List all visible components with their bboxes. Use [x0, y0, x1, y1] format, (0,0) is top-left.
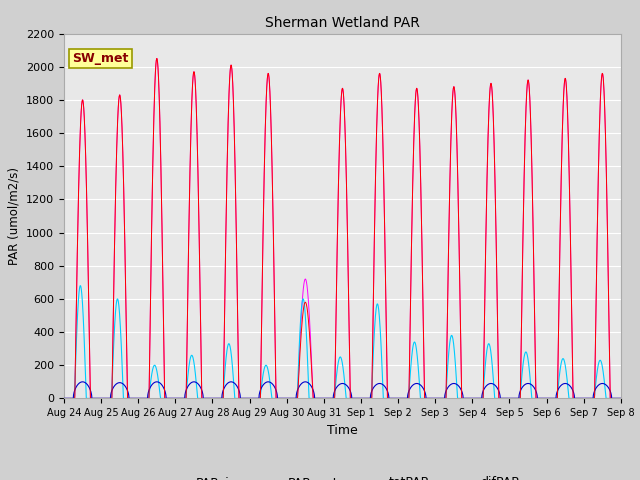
- Y-axis label: PAR (umol/m2/s): PAR (umol/m2/s): [8, 167, 20, 265]
- Title: Sherman Wetland PAR: Sherman Wetland PAR: [265, 16, 420, 30]
- X-axis label: Time: Time: [327, 424, 358, 437]
- Legend: PAR_in, PAR_out, totPAR, difPAR: PAR_in, PAR_out, totPAR, difPAR: [160, 471, 525, 480]
- Text: SW_met: SW_met: [72, 52, 129, 65]
